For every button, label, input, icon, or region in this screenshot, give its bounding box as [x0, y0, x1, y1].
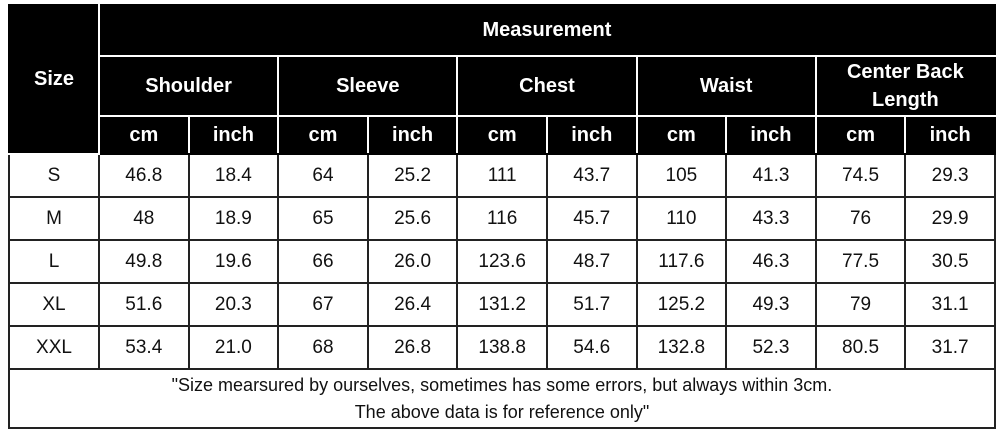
- value-cell: 74.5: [814, 153, 907, 198]
- value-cell: 54.6: [545, 325, 638, 370]
- value-cell: 26.0: [366, 239, 459, 284]
- table-row: S 46.8 18.4 64 25.2 111 43.7 105 41.3 74.5 29.3: [8, 153, 996, 198]
- value-cell: 117.6: [635, 239, 728, 284]
- value-cell: 48: [98, 196, 190, 241]
- value-cell: 45.7: [545, 196, 638, 241]
- unit-header-inch: inch: [187, 115, 280, 155]
- value-cell: 138.8: [456, 325, 548, 370]
- value-cell: 67: [277, 282, 369, 327]
- unit-header-inch: inch: [725, 115, 817, 155]
- value-cell: 18.9: [187, 196, 280, 241]
- value-cell: 31.7: [904, 325, 996, 370]
- unit-header-cm: cm: [277, 115, 369, 155]
- footnote-line-2: The above data is for reference only": [354, 401, 650, 422]
- size-chart-table: Size Measurement Shoulder Sleeve Chest Wais…: [8, 4, 996, 429]
- unit-header-cm: cm: [814, 115, 907, 155]
- size-cell: XL: [8, 282, 100, 327]
- unit-header-cm: cm: [98, 115, 190, 155]
- unit-header-cm: cm: [456, 115, 548, 155]
- unit-header-inch: inch: [366, 115, 459, 155]
- value-cell: 123.6: [456, 239, 548, 284]
- value-cell: 76: [814, 196, 907, 241]
- value-cell: 77.5: [814, 239, 907, 284]
- table-row: XL 51.6 20.3 67 26.4 131.2 51.7 125.2 49.3 79 31.1: [8, 282, 996, 327]
- value-cell: 19.6: [187, 239, 280, 284]
- value-cell: 41.3: [725, 153, 817, 198]
- value-cell: 25.2: [366, 153, 459, 198]
- footnote-line-1: "Size mearsured by ourselves, sometimes …: [171, 374, 833, 395]
- value-cell: 132.8: [635, 325, 728, 370]
- value-cell: 21.0: [187, 325, 280, 370]
- value-cell: 66: [277, 239, 369, 284]
- unit-header-inch: inch: [545, 115, 638, 155]
- size-cell: M: [8, 196, 100, 241]
- value-cell: 80.5: [814, 325, 907, 370]
- value-cell: 125.2: [635, 282, 728, 327]
- group-header-waist: Waist: [635, 55, 817, 117]
- size-cell: S: [8, 153, 100, 198]
- value-cell: 20.3: [187, 282, 280, 327]
- value-cell: 26.8: [366, 325, 459, 370]
- value-cell: 18.4: [187, 153, 280, 198]
- unit-header-cm: cm: [635, 115, 728, 155]
- size-cell: L: [8, 239, 100, 284]
- value-cell: 51.6: [98, 282, 190, 327]
- group-header-center-back-length: Center Back Length: [814, 55, 996, 117]
- value-cell: 116: [456, 196, 548, 241]
- unit-header-inch: inch: [904, 115, 996, 155]
- value-cell: 49.8: [98, 239, 190, 284]
- value-cell: 25.6: [366, 196, 459, 241]
- value-cell: 29.3: [904, 153, 996, 198]
- table-row: M 48 18.9 65 25.6 116 45.7 110 43.3 76 29.9: [8, 196, 996, 241]
- size-header: Size: [8, 4, 100, 155]
- value-cell: 43.3: [725, 196, 817, 241]
- value-cell: 30.5: [904, 239, 996, 284]
- value-cell: 51.7: [545, 282, 638, 327]
- value-cell: 65: [277, 196, 369, 241]
- value-cell: 48.7: [545, 239, 638, 284]
- value-cell: 46.8: [98, 153, 190, 198]
- value-cell: 110: [635, 196, 728, 241]
- size-cell: XXL: [8, 325, 100, 370]
- value-cell: 43.7: [545, 153, 638, 198]
- group-header-chest: Chest: [456, 55, 638, 117]
- value-cell: 53.4: [98, 325, 190, 370]
- value-cell: 79: [814, 282, 907, 327]
- value-cell: 131.2: [456, 282, 548, 327]
- value-cell: 46.3: [725, 239, 817, 284]
- value-cell: 52.3: [725, 325, 817, 370]
- table-row: XXL 53.4 21.0 68 26.8 138.8 54.6 132.8 52.3 80.5 3…: [8, 325, 996, 370]
- value-cell: 49.3: [725, 282, 817, 327]
- value-cell: 26.4: [366, 282, 459, 327]
- value-cell: 31.1: [904, 282, 996, 327]
- value-cell: 29.9: [904, 196, 996, 241]
- measurement-header: Measurement: [98, 4, 996, 57]
- value-cell: 111: [456, 153, 548, 198]
- table-row: L 49.8 19.6 66 26.0 123.6 48.7 117.6 46.3 77.5 30.…: [8, 239, 996, 284]
- value-cell: 64: [277, 153, 369, 198]
- group-header-shoulder: Shoulder: [97, 55, 280, 117]
- value-cell: 68: [277, 325, 369, 370]
- footnote: "Size mearsured by ourselves, sometimes …: [8, 368, 996, 429]
- value-cell: 105: [635, 153, 728, 198]
- group-header-sleeve: Sleeve: [277, 55, 459, 117]
